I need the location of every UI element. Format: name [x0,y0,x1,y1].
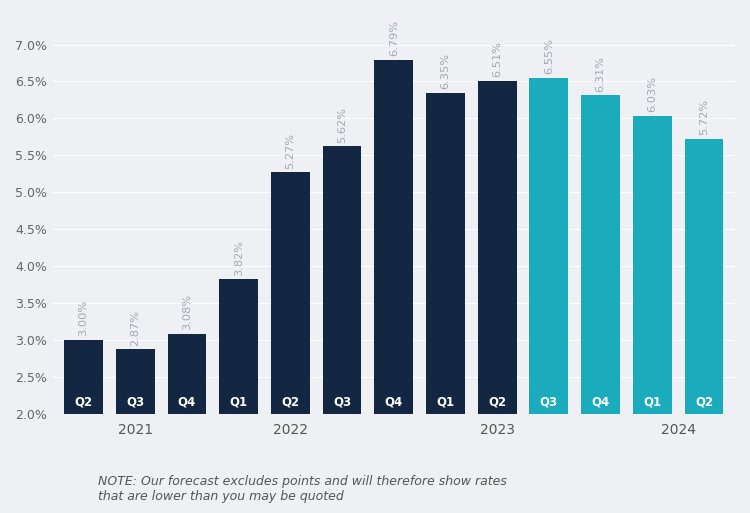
Text: 2023: 2023 [480,423,514,437]
Bar [530,78,568,413]
Text: Q3: Q3 [540,396,558,408]
Bar [374,60,413,413]
Text: Q4: Q4 [385,396,403,408]
Text: 5.72%: 5.72% [699,100,709,135]
Bar [116,349,154,413]
Text: Q2: Q2 [74,396,93,408]
Text: 6.31%: 6.31% [596,56,605,92]
Text: 2024: 2024 [661,423,696,437]
Text: Q2: Q2 [695,396,713,408]
Bar [581,95,620,413]
Text: 6.35%: 6.35% [440,53,451,89]
Bar [633,116,672,413]
Bar [478,81,517,413]
Bar [219,279,258,413]
Text: 6.03%: 6.03% [647,76,657,112]
Text: Q2: Q2 [488,396,506,408]
Bar [426,92,465,413]
Text: Q1: Q1 [436,396,454,408]
Text: 2022: 2022 [273,423,308,437]
Text: 5.27%: 5.27% [286,132,296,169]
Text: 6.51%: 6.51% [492,41,502,77]
Text: 6.55%: 6.55% [544,38,554,74]
Text: 3.82%: 3.82% [234,240,244,275]
Text: Q2: Q2 [281,396,299,408]
Text: 2.87%: 2.87% [130,310,140,346]
Bar [167,334,206,413]
Bar [64,340,103,413]
Text: Q3: Q3 [333,396,351,408]
Text: Q3: Q3 [126,396,144,408]
Text: 2021: 2021 [118,423,153,437]
Bar [322,146,362,413]
Text: Q1: Q1 [644,396,662,408]
Text: NOTE: Our forecast excludes points and will therefore show rates
that are lower : NOTE: Our forecast excludes points and w… [98,475,506,503]
Text: Q1: Q1 [230,396,248,408]
Text: Q4: Q4 [592,396,610,408]
Text: 6.79%: 6.79% [388,21,399,56]
Bar [271,172,310,413]
Text: 5.62%: 5.62% [337,107,347,143]
Bar [685,139,723,413]
Text: Q4: Q4 [178,396,196,408]
Text: 3.00%: 3.00% [79,300,88,336]
Text: 3.08%: 3.08% [182,294,192,330]
